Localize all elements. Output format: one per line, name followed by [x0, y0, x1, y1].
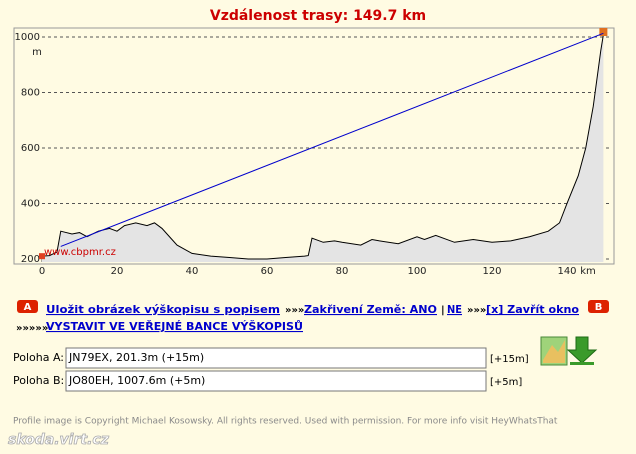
offset-a: [+15m]	[490, 354, 529, 365]
badge-a: A	[24, 302, 32, 313]
separator: »»»	[285, 305, 304, 316]
x-tick-label: 120	[482, 266, 501, 277]
chart-frame	[13, 27, 615, 265]
y-tick-label: 800	[21, 87, 40, 98]
watermark: www.cbpmr.cz	[44, 247, 116, 258]
badge	[588, 300, 609, 313]
x-tick-label: 100	[407, 266, 426, 277]
y-tick-label: 400	[21, 198, 40, 209]
label-a: Poloha A:	[13, 351, 64, 364]
input-b-value: JO80EH, 1007.6m (+5m)	[68, 374, 205, 387]
x-tick-label: 80	[336, 266, 349, 277]
x-tick-label: 60	[261, 266, 274, 277]
badge	[17, 300, 38, 313]
download-icon[interactable]	[566, 336, 598, 365]
link-curvature-yes[interactable]: Zakřivení Země: ANO	[304, 303, 437, 316]
y-tick-label: 200	[21, 254, 40, 265]
input-a[interactable]	[65, 347, 487, 369]
chart-title: Vzdálenost trasy: 149.7 km	[210, 8, 426, 24]
y-tick-label: 1000	[15, 32, 40, 43]
end-marker	[39, 253, 45, 260]
x-unit: km	[580, 266, 596, 277]
separator: »»»	[467, 305, 486, 316]
link-close[interactable]: [x] Zavřít okno	[486, 303, 579, 316]
profile-area	[42, 34, 604, 262]
logo: skoda.virt.cz	[8, 432, 110, 448]
x-tick-label: 140	[557, 266, 576, 277]
link-save[interactable]: Uložit obrázek výškopisu s popisem	[46, 303, 280, 316]
footer: Profile image is Copyright Michael Kosow…	[13, 417, 558, 427]
x-tick-label: 0	[39, 266, 45, 277]
x-tick-label: 40	[186, 266, 199, 277]
map-icon[interactable]	[540, 336, 568, 366]
offset-b: [+5m]	[490, 377, 522, 388]
link-publish[interactable]: VYSTAVIT VE VEŘEJNÉ BANCE VÝŠKOPISŮ	[46, 320, 303, 333]
input-a-value: JN79EX, 201.3m (+15m)	[68, 351, 204, 364]
x-tick-label: 20	[111, 266, 124, 277]
y-unit: m	[32, 47, 42, 58]
y-tick-label: 600	[21, 143, 40, 154]
input-b[interactable]	[65, 370, 487, 392]
end-marker	[599, 28, 608, 36]
link-curvature-no[interactable]: NE	[447, 303, 462, 316]
badge-b: B	[595, 302, 603, 313]
profile-line	[41, 34, 604, 260]
plot: 200 400 600 800 1000 0 20 40 60 80 100 120 140	[15, 28, 612, 277]
separator: |	[441, 305, 445, 316]
separator: »»»»»	[16, 323, 48, 334]
line-of-sight	[60, 32, 604, 247]
label-b: Poloha B:	[13, 374, 64, 387]
